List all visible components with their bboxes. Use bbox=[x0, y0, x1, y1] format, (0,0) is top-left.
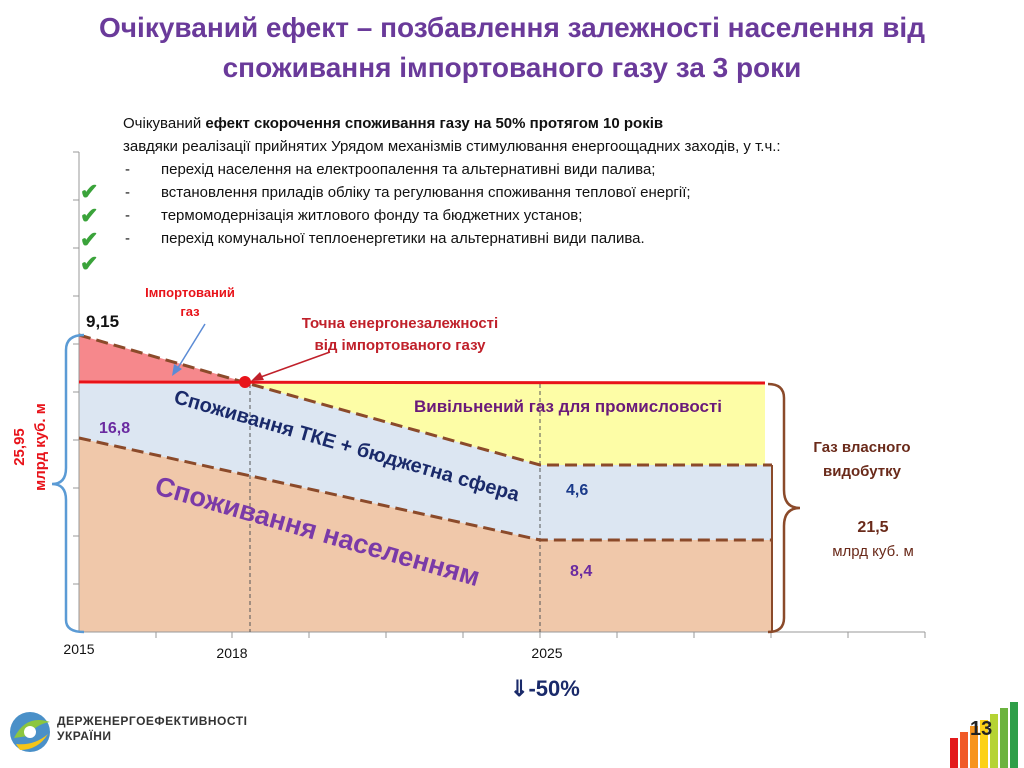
label-imported-gas-line2: газ bbox=[180, 304, 200, 319]
agency-logo bbox=[10, 712, 50, 752]
right-brace-unit: млрд куб. м bbox=[832, 543, 914, 560]
energy-bars-icon bbox=[950, 702, 1018, 768]
label-independence-line1: Точна енергонезалежності bbox=[302, 315, 498, 332]
left-brace bbox=[51, 333, 85, 634]
reduction-label: ⇓-50% bbox=[510, 676, 580, 701]
agency-name: ДЕРЖЕНЕРГОЕФЕКТИВНОСТІ УКРАЇНИ bbox=[57, 714, 247, 744]
intro-line-2: завдяки реалізації прийнятих Урядом меха… bbox=[123, 138, 781, 155]
right-brace-label-line1: Газ власного bbox=[813, 439, 910, 456]
right-brace bbox=[767, 382, 801, 634]
label-freed-gas: Вивільнений газ для промисловості bbox=[414, 397, 722, 416]
x-tick-2015: 2015 bbox=[63, 641, 94, 657]
bullet-item: - перехід комунальної теплоенергетики на … bbox=[125, 230, 645, 247]
label-imported-value: 9,15 bbox=[86, 312, 119, 331]
bullet-item: - перехід населення на електроопалення та… bbox=[125, 161, 656, 178]
area-population bbox=[79, 438, 772, 632]
bullet-item: - термомодернізація житлового фонду та бю… bbox=[125, 207, 583, 224]
independence-arrow bbox=[257, 351, 331, 379]
label-tke-value-2025: 4,6 bbox=[566, 482, 588, 499]
x-ticks bbox=[155, 632, 926, 638]
dashed-imported-top bbox=[78, 333, 772, 467]
intro-line-1: Очікуваний ефект скорочення споживання г… bbox=[123, 115, 664, 132]
right-brace-label-line2: видобутку bbox=[823, 463, 902, 480]
down-arrow-icon: ⇓ bbox=[510, 676, 529, 701]
slide-title: Очікуваний ефект – позбавлення залежност… bbox=[99, 12, 925, 83]
page-number: 13 bbox=[970, 718, 993, 740]
label-independence-line2: від імпортованого газу bbox=[314, 337, 486, 354]
check-icon: ✔ bbox=[80, 179, 99, 204]
checkmarks: ✔ ✔ ✔ ✔ bbox=[80, 180, 110, 276]
check-icon: ✔ bbox=[80, 227, 99, 252]
agency-name-line1: ДЕРЖЕНЕРГОЕФЕКТИВНОСТІ bbox=[57, 714, 248, 728]
area-freed-gas bbox=[250, 384, 765, 465]
x-tick-2025: 2025 bbox=[531, 645, 562, 661]
bullet-item: - встановлення приладів обліку та регулюв… bbox=[125, 184, 691, 201]
independence-arrowhead bbox=[251, 372, 264, 381]
dashed-population-top bbox=[78, 436, 772, 542]
logo-swoosh-icon bbox=[16, 734, 48, 750]
check-icon: ✔ bbox=[80, 203, 99, 228]
imported-gas-arrowhead bbox=[172, 364, 182, 376]
logo-center-icon bbox=[24, 726, 36, 738]
x-tick-2018: 2018 bbox=[216, 645, 247, 661]
imported-gas-arrow bbox=[175, 323, 206, 372]
label-imported-gas-line1: Імпортований bbox=[145, 285, 235, 300]
independence-point-marker bbox=[239, 376, 251, 388]
own-production-line bbox=[78, 380, 766, 385]
left-brace-unit: млрд куб. м bbox=[32, 403, 49, 491]
agency-name-line2: УКРАЇНИ bbox=[57, 729, 112, 743]
label-population-value-2025: 8,4 bbox=[570, 563, 592, 580]
left-brace-value: 25,95 bbox=[11, 428, 28, 466]
right-brace-value: 21,5 bbox=[857, 519, 888, 536]
area-tke bbox=[79, 384, 772, 540]
check-icon: ✔ bbox=[80, 251, 99, 276]
y-ticks bbox=[73, 151, 79, 585]
intro-text: Очікуваний ефект скорочення споживання г… bbox=[123, 112, 983, 250]
label-tke-value-2015: 16,8 bbox=[99, 420, 130, 437]
